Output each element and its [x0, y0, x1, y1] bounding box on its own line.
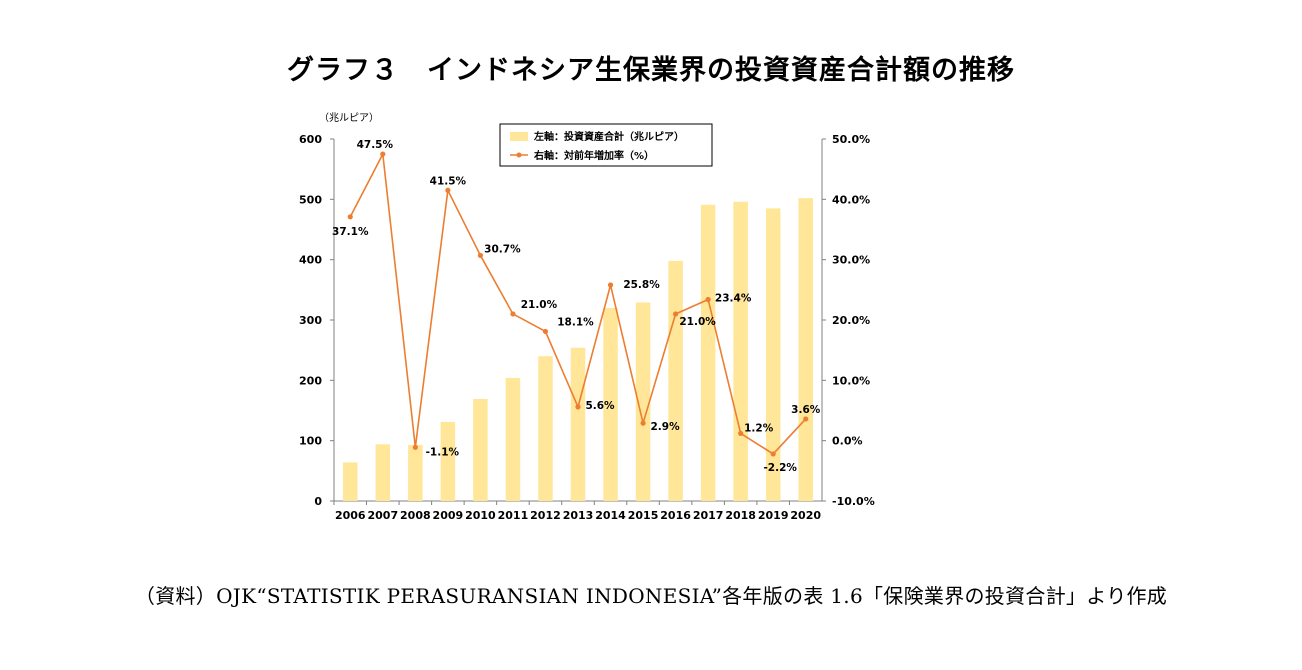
growth-point-2007 [380, 151, 386, 157]
growth-point-2016 [673, 311, 679, 317]
x-tick-label: 2018 [725, 509, 756, 522]
legend-line-label: 右軸：対前年増加率（%） [533, 149, 654, 162]
bar-2007 [375, 444, 391, 501]
x-tick-label: 2019 [758, 509, 789, 522]
left-tick-label: 500 [299, 193, 322, 206]
data-label-2018: 1.2% [744, 422, 774, 434]
growth-point-2009 [445, 187, 451, 193]
bar-2020 [798, 198, 813, 502]
growth-point-2008 [412, 444, 418, 450]
left-tick-label: 0 [314, 495, 322, 508]
legend-bar-swatch [510, 132, 528, 141]
x-tick-label: 2017 [693, 509, 724, 522]
growth-point-2006 [347, 214, 353, 220]
x-tick-label: 2008 [400, 509, 431, 522]
bars [343, 198, 813, 502]
data-label-2014: 25.8% [623, 279, 660, 291]
x-tick-label: 2007 [367, 509, 398, 522]
x-tick-label: 2009 [433, 509, 464, 522]
x-tick-label: 2015 [628, 509, 659, 522]
growth-point-2012 [542, 328, 549, 335]
right-tick-label: 0.0% [832, 435, 863, 448]
left-tick-label: 400 [299, 254, 322, 267]
bar-2016 [668, 260, 683, 501]
data-label-2007: 47.5% [357, 139, 394, 151]
bar-2019 [765, 208, 781, 501]
growth-point-2010 [477, 252, 483, 259]
data-label-2013: 5.6% [585, 400, 615, 412]
growth-point-2017 [705, 296, 711, 303]
investment-assets-chart: 0 100 200 300 400 500 600 （兆ルピア） -10.0% 0.0% 10.0%… [299, 112, 875, 522]
growth-line [347, 151, 809, 457]
left-tick-label: 100 [299, 435, 322, 448]
source-note: （資料）OJK“STATISTIK PERASURANSIAN INDONESI… [134, 584, 1168, 608]
growth-point-2015 [640, 420, 646, 426]
data-label-2019: -2.2% [763, 462, 797, 474]
data-label-2008: -1.1% [426, 446, 460, 458]
legend-line-marker [516, 152, 522, 158]
growth-point-2014 [607, 282, 614, 288]
right-tick-label: 30.0% [832, 254, 870, 267]
data-label-2015: 2.9% [651, 421, 681, 433]
x-tick-label: 2020 [790, 509, 821, 522]
x-tick-label: 2012 [530, 509, 561, 522]
data-label-2020: 3.6% [791, 404, 821, 416]
growth-point-2011 [510, 311, 516, 317]
data-label-2017: 23.4% [715, 292, 752, 304]
data-label-2009: 41.5% [430, 175, 467, 187]
x-tick-label: 2011 [498, 509, 529, 522]
axes: 0 100 200 300 400 500 600 （兆ルピア） -10.0% 0.0% 10.0%… [299, 112, 875, 522]
bar-2018 [733, 201, 748, 501]
legend-box [499, 123, 713, 167]
growth-point-2018 [738, 430, 744, 437]
right-tick-label: 10.0% [832, 374, 870, 387]
legend-bar-label: 左軸：投資資産合計（兆ルピア） [533, 130, 684, 143]
bar-2013 [570, 347, 586, 501]
data-label-2010: 30.7% [484, 243, 521, 255]
bar-2010 [473, 399, 488, 501]
bar-2008 [408, 444, 423, 501]
x-tick-label: 2013 [563, 509, 594, 522]
data-label-2012: 18.1% [557, 316, 594, 328]
bar-2015 [635, 302, 651, 501]
x-tick-label: 2010 [465, 509, 496, 522]
bar-2017 [700, 204, 716, 501]
x-tick-label: 2014 [595, 509, 626, 522]
right-tick-label: 50.0% [832, 133, 870, 146]
left-tick-label: 200 [299, 374, 322, 387]
x-tick-label: 2006 [335, 509, 366, 522]
left-tick-label: 600 [299, 133, 322, 146]
data-label-2011: 21.0% [521, 299, 558, 311]
bar-2012 [538, 356, 553, 501]
growth-point-2013 [575, 404, 581, 410]
growth-point-2019 [770, 451, 776, 457]
growth-point-2020 [803, 416, 809, 422]
data-label-2016: 21.0% [679, 316, 716, 328]
left-tick-label: 300 [299, 314, 322, 327]
right-tick-label: -10.0% [832, 495, 875, 508]
bar-2009 [440, 421, 456, 501]
data-label-2006: 37.1% [332, 226, 369, 238]
data-labels: 37.1% 47.5% -1.1% 41.5% 30.7% 21.0% 18.1% 5.6% 2… [332, 139, 821, 474]
page-title: グラフ３ インドネシア生保業界の投資資産合計額の推移 [287, 55, 1015, 86]
bar-2011 [505, 377, 521, 501]
bar-2006 [343, 462, 358, 501]
bar-2014 [603, 307, 618, 501]
left-axis-unit: （兆ルピア） [319, 112, 379, 124]
legend: 左軸：投資資産合計（兆ルピア） 右軸：対前年増加率（%） [499, 123, 713, 167]
right-tick-label: 20.0% [832, 314, 870, 327]
x-tick-label: 2016 [660, 509, 691, 522]
right-tick-label: 40.0% [832, 193, 870, 206]
